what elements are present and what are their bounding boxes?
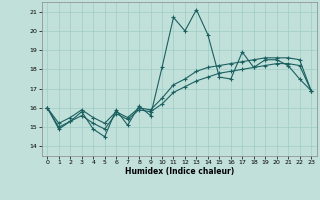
- X-axis label: Humidex (Indice chaleur): Humidex (Indice chaleur): [124, 167, 234, 176]
